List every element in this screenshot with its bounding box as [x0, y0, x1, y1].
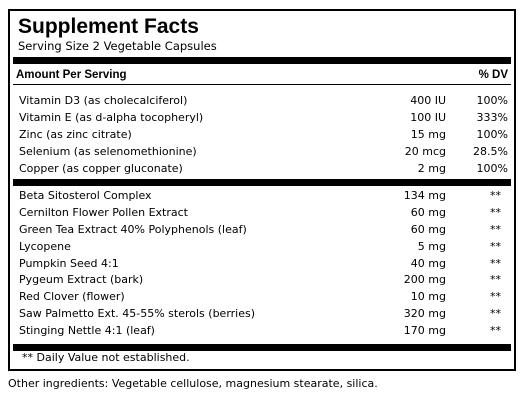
- table-row: Green Tea Extract 40% Polyphenols (leaf)…: [16, 222, 508, 239]
- ingredient-name: Pygeum Extract (bark): [19, 273, 144, 287]
- ingredient-dv: **: [490, 324, 501, 338]
- ingredient-dv: **: [490, 222, 501, 236]
- ingredient-amount: 400 IU: [410, 94, 446, 107]
- ingredient-name: Vitamin D3 (as cholecalciferol): [19, 94, 188, 107]
- ingredient-dv: **: [490, 256, 501, 270]
- daily-value-footnote: ** Daily Value not established.: [22, 351, 190, 364]
- vitamins-minerals-list: Vitamin D3 (as cholecalciferol) 400 IU 1…: [16, 93, 508, 177]
- panel-title: Supplement Facts: [18, 15, 199, 38]
- ingredient-name: Vitamin E (as d-alpha tocopheryl): [19, 110, 204, 124]
- ingredient-amount: 40 mg: [410, 256, 446, 270]
- ingredient-amount: 200 mg: [403, 273, 446, 287]
- ingredient-dv: **: [490, 205, 501, 219]
- ingredient-dv: 333%: [476, 110, 508, 124]
- ingredient-amount: 15 mg: [410, 127, 446, 141]
- ingredient-name: Selenium (as selenomethionine): [19, 144, 197, 158]
- ingredient-name: Stinging Nettle 4:1 (leaf): [19, 324, 155, 338]
- thick-divider-middle: [13, 179, 511, 186]
- ingredient-dv: **: [490, 290, 501, 304]
- ingredient-amount: 5 mg: [417, 239, 446, 253]
- thin-divider: [13, 84, 511, 85]
- table-row: Pumpkin Seed 4:1 40 mg **: [16, 256, 508, 273]
- table-row: Selenium (as selenomethionine) 20 mcg 28…: [16, 144, 508, 161]
- table-row: Vitamin E (as d-alpha tocopheryl) 100 IU…: [16, 110, 508, 127]
- ingredient-dv: **: [490, 239, 501, 253]
- daily-value-header: % DV: [478, 69, 508, 81]
- table-row: Cernilton Flower Pollen Extract 60 mg **: [16, 205, 508, 222]
- ingredient-name: Copper (as copper gluconate): [19, 161, 183, 175]
- ingredient-amount: 134 mg: [403, 189, 446, 202]
- table-row: Zinc (as zinc citrate) 15 mg 100%: [16, 127, 508, 144]
- ingredient-dv: **: [490, 307, 501, 321]
- ingredient-amount: 20 mcg: [404, 144, 446, 158]
- ingredient-dv: **: [490, 273, 501, 287]
- thick-divider-bottom: [13, 344, 511, 351]
- ingredient-name: Lycopene: [19, 239, 71, 253]
- ingredient-name: Zinc (as zinc citrate): [19, 127, 132, 141]
- ingredient-amount: 2 mg: [417, 161, 446, 175]
- ingredient-dv: 100%: [476, 127, 508, 141]
- ingredient-name: Green Tea Extract 40% Polyphenols (leaf): [19, 222, 247, 236]
- ingredient-dv: 28.5%: [473, 144, 508, 158]
- table-row: Stinging Nettle 4:1 (leaf) 170 mg **: [16, 323, 508, 340]
- thick-divider-top: [13, 57, 511, 64]
- table-row: Copper (as copper gluconate) 2 mg 100%: [16, 161, 508, 178]
- table-row: Beta Sitosterol Complex 134 mg **: [16, 188, 508, 205]
- ingredient-amount: 170 mg: [403, 324, 446, 338]
- table-row: Saw Palmetto Ext. 45-55% sterols (berrie…: [16, 306, 508, 323]
- ingredient-name: Red Clover (flower): [19, 290, 125, 304]
- ingredient-name: Saw Palmetto Ext. 45-55% sterols (berrie…: [19, 307, 256, 321]
- table-row: Red Clover (flower) 10 mg **: [16, 289, 508, 306]
- table-row: Lycopene 5 mg **: [16, 239, 508, 256]
- ingredient-amount: 60 mg: [410, 222, 446, 236]
- supplement-facts-panel: Supplement Facts Serving Size 2 Vegetabl…: [8, 9, 516, 371]
- ingredient-amount: 60 mg: [410, 205, 446, 219]
- ingredient-amount: 10 mg: [410, 290, 446, 304]
- other-ingredients: Other ingredients: Vegetable cellulose, …: [8, 377, 378, 390]
- ingredient-amount: 320 mg: [403, 307, 446, 321]
- amount-per-serving-header: Amount Per Serving: [16, 69, 127, 81]
- table-row: Pygeum Extract (bark) 200 mg **: [16, 272, 508, 289]
- ingredient-amount: 100 IU: [410, 110, 446, 124]
- ingredient-name: Beta Sitosterol Complex: [19, 189, 152, 202]
- ingredient-dv: **: [490, 189, 501, 202]
- ingredient-dv: 100%: [476, 161, 508, 175]
- serving-size: Serving Size 2 Vegetable Capsules: [18, 39, 217, 53]
- other-actives-list: Beta Sitosterol Complex 134 mg ** Cernil…: [16, 188, 508, 340]
- ingredient-name: Cernilton Flower Pollen Extract: [19, 205, 188, 219]
- table-row: Vitamin D3 (as cholecalciferol) 400 IU 1…: [16, 93, 508, 110]
- ingredient-name: Pumpkin Seed 4:1: [19, 256, 119, 270]
- ingredient-dv: 100%: [476, 94, 508, 107]
